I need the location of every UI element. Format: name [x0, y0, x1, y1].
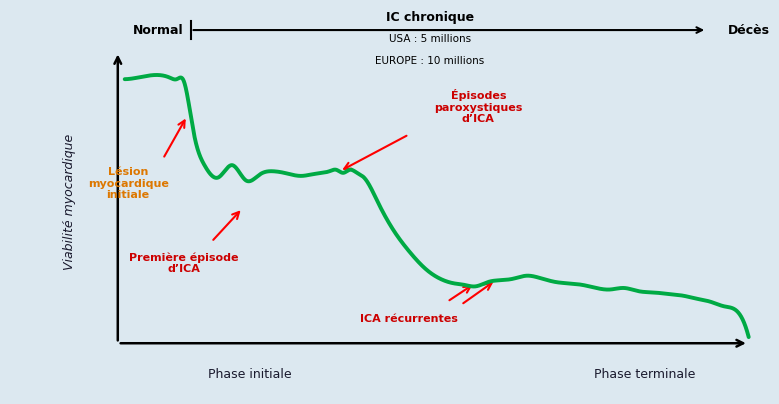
Text: Première épisode
d’ICA: Première épisode d’ICA: [129, 252, 238, 274]
Text: Décès: Décès: [728, 23, 770, 36]
Text: Lésion
myocardique
initiale: Lésion myocardique initiale: [88, 167, 168, 200]
Text: Phase terminale: Phase terminale: [594, 368, 696, 381]
Text: ICA récurrentes: ICA récurrentes: [360, 314, 458, 324]
Text: IC chronique: IC chronique: [386, 11, 474, 24]
Text: Normal: Normal: [133, 23, 184, 36]
Text: USA : 5 millions: USA : 5 millions: [389, 34, 471, 44]
Text: Phase initiale: Phase initiale: [208, 368, 291, 381]
Text: Épisodes
paroxystiques
d’ICA: Épisodes paroxystiques d’ICA: [434, 89, 523, 124]
Text: EUROPE : 10 millions: EUROPE : 10 millions: [375, 56, 485, 66]
Text: Viabilité myocardique: Viabilité myocardique: [63, 134, 76, 270]
